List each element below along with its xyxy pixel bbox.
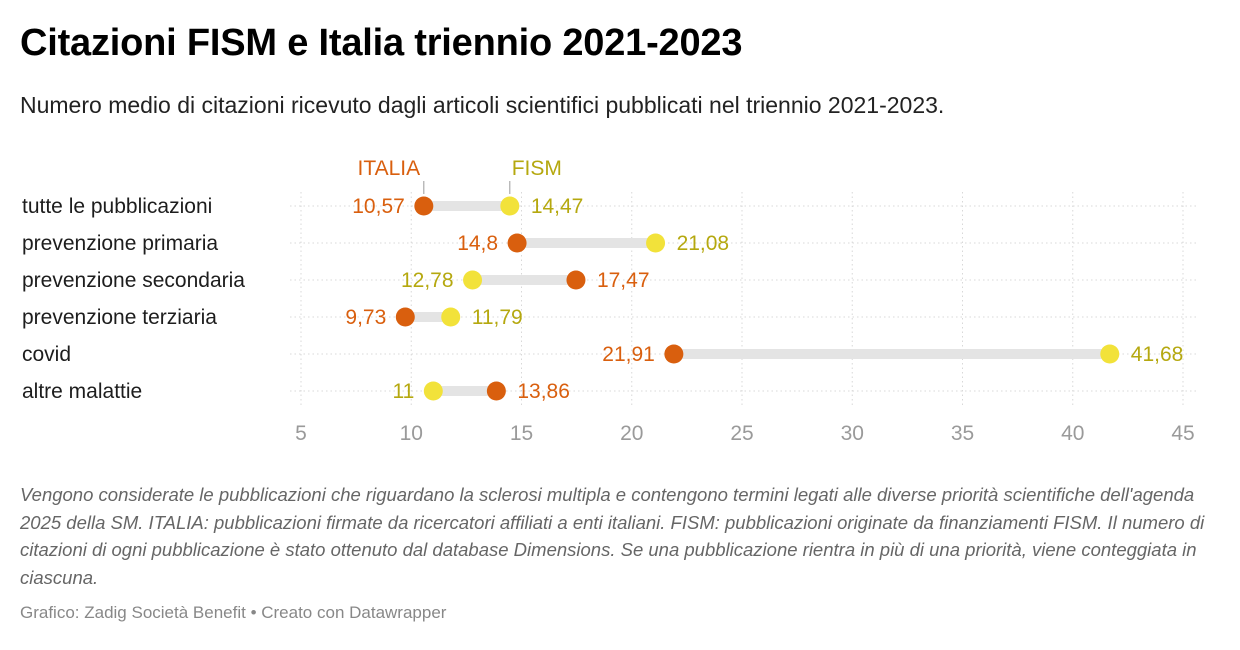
dot-fism (423, 381, 443, 401)
chart-notes: Vengono considerate le pubblicazioni che… (20, 484, 1205, 588)
dot-fism (646, 233, 666, 253)
dot-fism (441, 307, 461, 327)
data-label-italia: 17,47 (597, 269, 650, 292)
data-label-fism: 21,08 (677, 232, 730, 255)
data-label-italia: 14,8 (457, 232, 498, 255)
chart-title: Citazioni FISM e Italia triennio 2021-20… (20, 22, 743, 64)
x-tick-label: 35 (951, 422, 974, 445)
dot-italia (507, 233, 527, 253)
category-label: covid (22, 343, 71, 366)
category-label: tutte le pubblicazioni (22, 195, 212, 218)
x-tick-label: 45 (1171, 422, 1194, 445)
x-tick-label: 20 (620, 422, 643, 445)
category-label: altre malattie (22, 380, 142, 403)
x-tick-label: 30 (841, 422, 864, 445)
dot-italia (395, 307, 415, 327)
dot-fism (463, 270, 483, 290)
chart-subtitle: Numero medio di citazioni ricevuto dagli… (20, 92, 945, 118)
data-label-fism: 14,47 (531, 195, 584, 218)
gridlines (290, 192, 1198, 405)
data-label-italia: 10,57 (352, 195, 405, 218)
data-dots (395, 196, 1120, 401)
data-label-fism: 41,68 (1131, 343, 1184, 366)
legend-label-italia: ITALIA (357, 157, 420, 180)
x-tick-label: 15 (510, 422, 533, 445)
x-tick-label: 40 (1061, 422, 1084, 445)
category-label: prevenzione secondaria (22, 269, 245, 292)
data-label-italia: 9,73 (345, 306, 386, 329)
dot-fism (1100, 344, 1120, 364)
x-tick-label: 25 (730, 422, 753, 445)
x-tick-label: 5 (295, 422, 307, 445)
data-label-fism: 11,79 (472, 306, 523, 329)
dot-italia (414, 196, 434, 216)
x-tick-label: 10 (400, 422, 423, 445)
range-bars (405, 201, 1110, 396)
dot-range-chart: 5 10 15 20 25 30 35 40 45 tutte le pubblicazioni p… (22, 157, 1198, 445)
legend-label-fism: FISM (512, 157, 562, 180)
data-label-italia: 13,86 (517, 380, 570, 403)
category-label: prevenzione primaria (22, 232, 218, 255)
chart-credit: Grafico: Zadig Società Benefit • Creato … (20, 603, 447, 622)
data-label-fism: 11 (392, 380, 414, 403)
dot-italia (566, 270, 586, 290)
data-label-fism: 12,78 (401, 269, 454, 292)
data-label-italia: 21,91 (602, 343, 655, 366)
dot-italia (486, 381, 506, 401)
category-label: prevenzione terziaria (22, 306, 217, 329)
chart-text: 5 10 15 20 25 30 35 40 45 tutte le pubblicazioni p… (22, 157, 1195, 445)
dot-fism (500, 196, 520, 216)
dot-italia (664, 344, 684, 364)
